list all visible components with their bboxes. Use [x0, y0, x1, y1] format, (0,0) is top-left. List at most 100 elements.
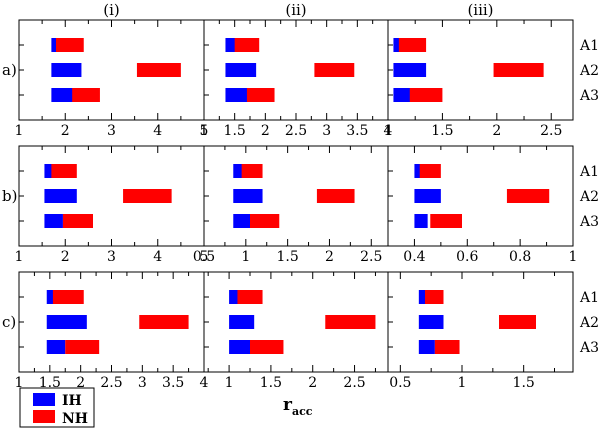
x-tick-label: 1: [200, 123, 209, 139]
x-tick-label: 1: [15, 375, 24, 391]
row-label: b): [2, 187, 17, 205]
bar-ih: [46, 340, 66, 354]
legend-swatch-ih: [33, 393, 55, 406]
x-tick-label: 5: [200, 123, 209, 139]
x-tick-label: 1: [569, 249, 578, 265]
bar-nh: [241, 164, 263, 178]
x-tick-label: 2.5: [540, 123, 562, 139]
bar-ih: [229, 340, 250, 354]
x-axis-label: racc: [283, 395, 313, 418]
bar-nh: [316, 189, 355, 203]
x-tick-label: 4: [153, 249, 162, 265]
bar-nh: [65, 340, 100, 354]
x-axis-label-subscript: acc: [292, 405, 313, 418]
panel: 1 1.5 2 2.5: [203, 271, 389, 391]
x-tick-label: 1.5: [224, 123, 246, 139]
bar-ih: [233, 214, 250, 228]
category-label: A2: [579, 63, 599, 79]
x-tick-label: 2.5: [100, 375, 122, 391]
bar-ih: [414, 214, 428, 228]
panel: 1 1.5 2 2.5 3 3.5 4: [200, 19, 393, 139]
x-tick-label: 1: [241, 249, 250, 265]
category-labels: A1 A2 A3 A1 A2 A3 A1 A2 A3: [579, 38, 599, 356]
bar-nh: [499, 315, 536, 329]
x-axis-label-main: r: [283, 395, 293, 415]
column-labels: (i) (ii) (iii): [103, 1, 493, 19]
panel: 0.5 1 1.5 2 2.5: [193, 145, 389, 265]
x-tick-label: 1: [384, 123, 393, 139]
bar-nh: [139, 315, 189, 329]
bar-ih: [44, 214, 63, 228]
bar-nh: [136, 63, 181, 77]
bar-nh: [250, 214, 280, 228]
bar-nh: [398, 38, 427, 52]
x-tick-label: 3: [107, 123, 116, 139]
bar-nh: [234, 38, 260, 52]
column-label: (iii): [467, 1, 493, 19]
x-tick-label: 2: [76, 375, 85, 391]
bar-nh: [52, 290, 84, 304]
bar-nh: [425, 290, 444, 304]
x-tick-label: 1: [458, 375, 467, 391]
x-tick-label: 2: [61, 123, 70, 139]
row-labels: a) b) c): [2, 61, 17, 331]
x-tick-label: 1: [225, 375, 234, 391]
bar-nh: [123, 189, 172, 203]
legend-label-ih: IH: [62, 393, 82, 409]
bar-ih: [225, 63, 257, 77]
bar-ih: [225, 88, 254, 102]
x-tick-label: 3: [138, 375, 147, 391]
panel: 1 1.5 2 2.5 3 3.5 4: [15, 271, 209, 391]
bar-nh: [493, 63, 544, 77]
panel: 0.5 1 1.5: [387, 271, 574, 391]
bar-nh: [434, 340, 460, 354]
panel: 0.4 0.6 0.8 1: [387, 145, 578, 265]
bar-ih: [393, 63, 427, 77]
x-tick-label: 1: [15, 249, 24, 265]
x-tick-label: 1.5: [513, 375, 535, 391]
bar-nh: [62, 214, 93, 228]
row-label: a): [2, 61, 17, 79]
x-tick-label: 2.5: [285, 123, 307, 139]
x-tick-label: 3: [107, 249, 116, 265]
bar-nh: [430, 214, 462, 228]
x-tick-label: 2: [261, 123, 270, 139]
x-tick-label: 2: [492, 123, 501, 139]
x-tick-label: 3.5: [346, 123, 368, 139]
bar-nh: [409, 88, 443, 102]
panel-frame: [387, 271, 574, 373]
bar-nh: [237, 290, 263, 304]
x-tick-label: 5: [200, 249, 209, 265]
category-label: A1: [579, 38, 599, 54]
bar-ih: [414, 189, 441, 203]
category-label: A3: [579, 88, 599, 104]
bar-nh: [246, 88, 275, 102]
panel: 1 1.5 2 2.5: [384, 19, 574, 139]
category-label: A2: [579, 189, 599, 205]
bar-nh: [51, 164, 77, 178]
legend-swatch-nh: [33, 410, 55, 423]
bar-ih: [418, 340, 435, 354]
row-label: c): [2, 313, 16, 331]
category-label: A3: [579, 340, 599, 356]
legend-label-nh: NH: [62, 411, 88, 427]
category-label: A1: [579, 290, 599, 306]
bar-ih: [44, 189, 77, 203]
x-tick-label: 4: [384, 123, 393, 139]
category-label: A3: [579, 214, 599, 230]
bar-nh: [325, 315, 376, 329]
x-tick-label: 1: [15, 123, 24, 139]
legend-box: [19, 387, 95, 428]
x-tick-label: 0.5: [193, 249, 215, 265]
category-label: A1: [579, 164, 599, 180]
x-tick-label: 0.5: [389, 375, 411, 391]
x-tick-label: 0.4: [403, 249, 425, 265]
x-tick-label: 4: [200, 375, 209, 391]
bar-nh: [506, 189, 550, 203]
column-label: (i): [103, 1, 120, 19]
x-tick-label: 1.5: [260, 375, 282, 391]
column-label: (ii): [285, 1, 306, 19]
x-tick-label: 2: [61, 249, 70, 265]
bar-ih: [51, 88, 75, 102]
